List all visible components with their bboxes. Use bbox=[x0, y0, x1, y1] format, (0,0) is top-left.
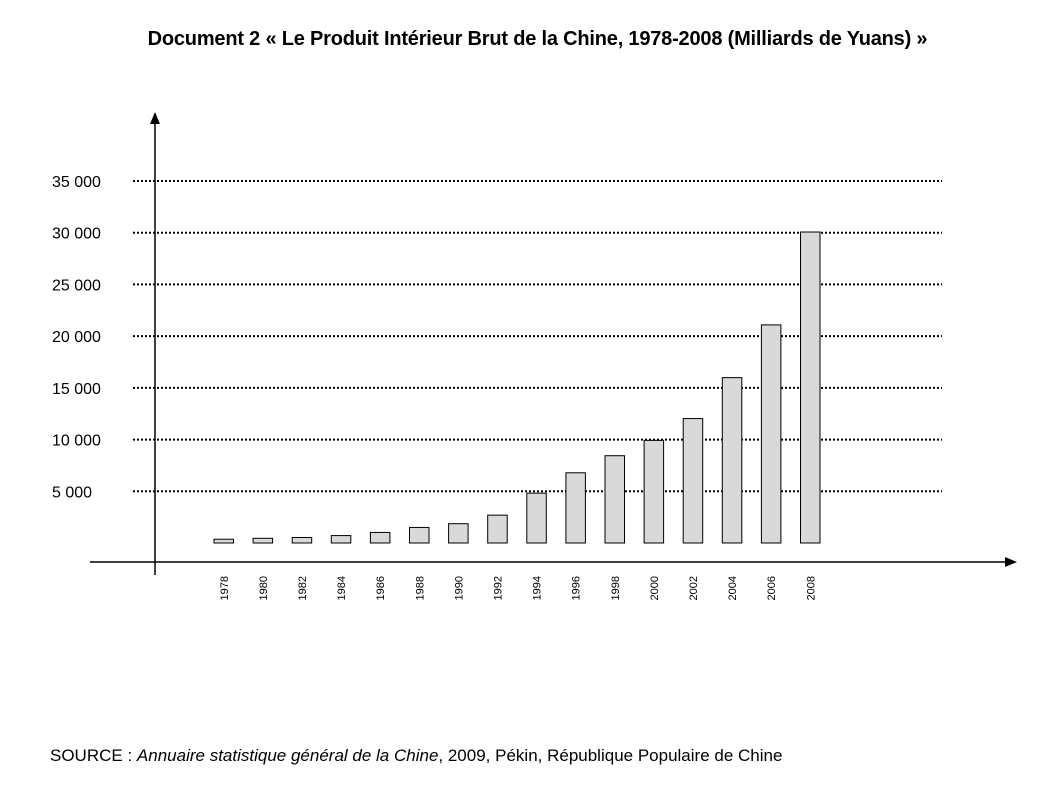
source-note: SOURCE : Annuaire statistique général de… bbox=[50, 746, 782, 766]
axes bbox=[90, 112, 1017, 575]
bar bbox=[409, 526, 430, 544]
bar bbox=[252, 537, 274, 544]
bar bbox=[721, 377, 743, 544]
bar bbox=[291, 536, 313, 544]
y-tick-label: 35 000 bbox=[52, 174, 101, 191]
bars bbox=[213, 231, 821, 544]
y-tick-label: 15 000 bbox=[52, 381, 101, 398]
bar bbox=[526, 492, 547, 544]
y-axis-tick-labels: 5 000 10 000 15 000 20 000 25 000 30 000 35 00… bbox=[52, 174, 101, 501]
x-tick-label: 1992 bbox=[492, 576, 504, 600]
x-tick-label: 1996 bbox=[571, 576, 583, 600]
bar bbox=[682, 418, 704, 544]
x-tick-label: 1998 bbox=[610, 576, 622, 600]
y-axis-arrow bbox=[150, 112, 160, 124]
x-tick-label: 1984 bbox=[336, 576, 348, 600]
x-tick-label: 1994 bbox=[532, 576, 544, 600]
x-tick-label: 1978 bbox=[219, 576, 231, 600]
x-tick-label: 2008 bbox=[805, 576, 817, 600]
x-tick-label: 1988 bbox=[414, 576, 426, 600]
x-tick-label: 2002 bbox=[688, 576, 700, 600]
y-tick-label: 25 000 bbox=[52, 277, 101, 294]
bar bbox=[487, 514, 508, 544]
x-tick-label: 2004 bbox=[727, 576, 739, 600]
source-work: Annuaire statistique général de la Chine bbox=[136, 746, 439, 765]
bar bbox=[760, 324, 782, 544]
source-details: , 2009, Pékin, République Populaire de C… bbox=[438, 746, 783, 765]
x-tick-label: 1980 bbox=[258, 576, 270, 600]
chart-title: Document 2 « Le Produit Intérieur Brut d… bbox=[147, 28, 928, 50]
bar bbox=[800, 231, 821, 544]
y-tick-label: 20 000 bbox=[52, 329, 101, 346]
x-tick-label: 1990 bbox=[453, 576, 465, 600]
y-tick-label: 5 000 bbox=[52, 484, 92, 501]
x-tick-label: 1982 bbox=[297, 576, 309, 600]
bar bbox=[330, 535, 352, 544]
y-tick-label: 10 000 bbox=[52, 433, 101, 450]
x-tick-label: 1986 bbox=[375, 576, 387, 600]
bar bbox=[643, 439, 665, 544]
bar bbox=[369, 531, 391, 544]
x-tick-label: 2006 bbox=[766, 576, 778, 600]
x-axis-arrow bbox=[1005, 557, 1017, 567]
y-tick-label: 30 000 bbox=[52, 226, 101, 243]
x-tick-label: 2000 bbox=[649, 576, 661, 600]
bar bbox=[213, 538, 234, 544]
x-axis-tick-labels: 1978 1980 1982 1984 1986 1988 1990 1992 1994 1996… bbox=[219, 576, 818, 600]
bar bbox=[448, 523, 469, 544]
source-label: SOURCE : bbox=[50, 746, 133, 765]
bar bbox=[604, 455, 625, 544]
bar bbox=[565, 472, 586, 544]
gridlines bbox=[133, 180, 942, 493]
